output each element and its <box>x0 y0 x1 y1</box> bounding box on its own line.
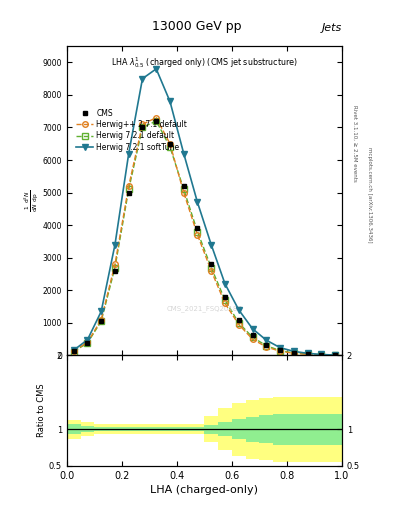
Herwig 7.2.1 default <box>222 297 227 303</box>
CMS <box>278 347 283 353</box>
Text: 13000 GeV pp: 13000 GeV pp <box>152 20 241 33</box>
Herwig 7.2.1 default <box>237 320 241 326</box>
CMS <box>250 332 255 338</box>
CMS <box>85 340 90 346</box>
Herwig++ 2.7.1 default <box>305 351 310 357</box>
Herwig 7.2.1 default <box>127 186 131 193</box>
Herwig 7.2.1 default <box>154 118 159 124</box>
CMS <box>222 294 227 300</box>
Herwig 7.2.1 softTune <box>319 351 324 357</box>
Herwig 7.2.1 default <box>85 340 90 346</box>
CMS <box>305 351 310 357</box>
Legend: CMS, Herwig++ 2.7.1 default, Herwig 7.2.1 default, Herwig 7.2.1 softTune: CMS, Herwig++ 2.7.1 default, Herwig 7.2.… <box>73 105 190 155</box>
Herwig 7.2.1 default <box>292 350 296 356</box>
Herwig++ 2.7.1 default <box>209 268 214 274</box>
Herwig 7.2.1 default <box>305 351 310 357</box>
Herwig 7.2.1 softTune <box>168 98 173 104</box>
Herwig 7.2.1 softTune <box>278 345 283 351</box>
Herwig 7.2.1 softTune <box>140 76 145 82</box>
Herwig 7.2.1 default <box>250 334 255 340</box>
Herwig 7.2.1 softTune <box>250 326 255 332</box>
Line: Herwig 7.2.1 default: Herwig 7.2.1 default <box>71 118 338 358</box>
Herwig 7.2.1 softTune <box>85 337 90 343</box>
Herwig 7.2.1 default <box>264 343 269 349</box>
Herwig 7.2.1 default <box>182 186 186 193</box>
Herwig 7.2.1 default <box>140 124 145 131</box>
Line: Herwig 7.2.1 softTune: Herwig 7.2.1 softTune <box>71 66 338 358</box>
Herwig++ 2.7.1 default <box>319 352 324 358</box>
Line: CMS: CMS <box>71 119 338 358</box>
Herwig++ 2.7.1 default <box>113 261 118 267</box>
Herwig 7.2.1 softTune <box>209 242 214 248</box>
Herwig 7.2.1 softTune <box>237 307 241 313</box>
Herwig 7.2.1 softTune <box>113 242 118 248</box>
Herwig 7.2.1 softTune <box>195 199 200 205</box>
Herwig++ 2.7.1 default <box>99 316 104 323</box>
Herwig 7.2.1 default <box>168 144 173 150</box>
Herwig 7.2.1 default <box>99 318 104 324</box>
Herwig++ 2.7.1 default <box>222 300 227 306</box>
Herwig++ 2.7.1 default <box>250 336 255 342</box>
Herwig 7.2.1 softTune <box>264 337 269 343</box>
Herwig++ 2.7.1 default <box>182 189 186 196</box>
Herwig++ 2.7.1 default <box>278 348 283 354</box>
Herwig 7.2.1 softTune <box>222 281 227 287</box>
Herwig 7.2.1 softTune <box>127 151 131 157</box>
Herwig 7.2.1 default <box>113 264 118 270</box>
Herwig++ 2.7.1 default <box>292 350 296 356</box>
Herwig++ 2.7.1 default <box>264 344 269 350</box>
CMS <box>292 350 296 356</box>
CMS <box>264 342 269 348</box>
Herwig++ 2.7.1 default <box>140 121 145 127</box>
CMS <box>237 316 241 323</box>
Herwig++ 2.7.1 default <box>333 352 338 358</box>
Herwig 7.2.1 default <box>72 349 76 355</box>
CMS <box>154 118 159 124</box>
Herwig 7.2.1 softTune <box>182 151 186 157</box>
CMS <box>319 352 324 358</box>
Herwig 7.2.1 softTune <box>72 347 76 353</box>
Herwig 7.2.1 default <box>278 348 283 354</box>
Herwig 7.2.1 softTune <box>292 348 296 354</box>
CMS <box>113 268 118 274</box>
Herwig++ 2.7.1 default <box>127 183 131 189</box>
Herwig 7.2.1 default <box>195 229 200 235</box>
Herwig 7.2.1 default <box>209 264 214 270</box>
Herwig 7.2.1 default <box>319 352 324 358</box>
Text: Rivet 3.1.10, ≥ 2.5M events: Rivet 3.1.10, ≥ 2.5M events <box>352 105 357 182</box>
CMS <box>127 189 131 196</box>
Herwig++ 2.7.1 default <box>168 141 173 147</box>
Herwig++ 2.7.1 default <box>237 322 241 328</box>
CMS <box>168 141 173 147</box>
CMS <box>182 183 186 189</box>
Text: Jets: Jets <box>321 23 342 33</box>
CMS <box>209 261 214 267</box>
CMS <box>140 124 145 131</box>
Y-axis label: $\frac{1}{\mathrm{d}N}\frac{\mathrm{d}^{2}N}{\mathrm{d}\,\mathrm{p}}$: $\frac{1}{\mathrm{d}N}\frac{\mathrm{d}^{… <box>22 190 40 212</box>
Y-axis label: Ratio to CMS: Ratio to CMS <box>37 384 46 437</box>
Herwig++ 2.7.1 default <box>154 115 159 121</box>
Herwig++ 2.7.1 default <box>195 232 200 238</box>
X-axis label: LHA (charged-only): LHA (charged-only) <box>151 485 258 495</box>
CMS <box>333 352 338 358</box>
CMS <box>72 348 76 354</box>
Text: CMS_2021_FSQ20187: CMS_2021_FSQ20187 <box>166 306 242 312</box>
Herwig 7.2.1 softTune <box>154 66 159 72</box>
Herwig++ 2.7.1 default <box>72 348 76 354</box>
Text: mcplots.cern.ch [arXiv:1306.3436]: mcplots.cern.ch [arXiv:1306.3436] <box>367 147 373 242</box>
Herwig 7.2.1 default <box>333 352 338 358</box>
Herwig++ 2.7.1 default <box>85 339 90 346</box>
Text: LHA $\lambda^{1}_{0.5}$ (charged only) (CMS jet substructure): LHA $\lambda^{1}_{0.5}$ (charged only) (… <box>111 55 298 70</box>
Herwig 7.2.1 softTune <box>333 352 338 358</box>
CMS <box>99 318 104 324</box>
Line: Herwig++ 2.7.1 default: Herwig++ 2.7.1 default <box>71 115 338 358</box>
Herwig 7.2.1 softTune <box>99 308 104 314</box>
Herwig 7.2.1 softTune <box>305 350 310 356</box>
CMS <box>195 225 200 231</box>
